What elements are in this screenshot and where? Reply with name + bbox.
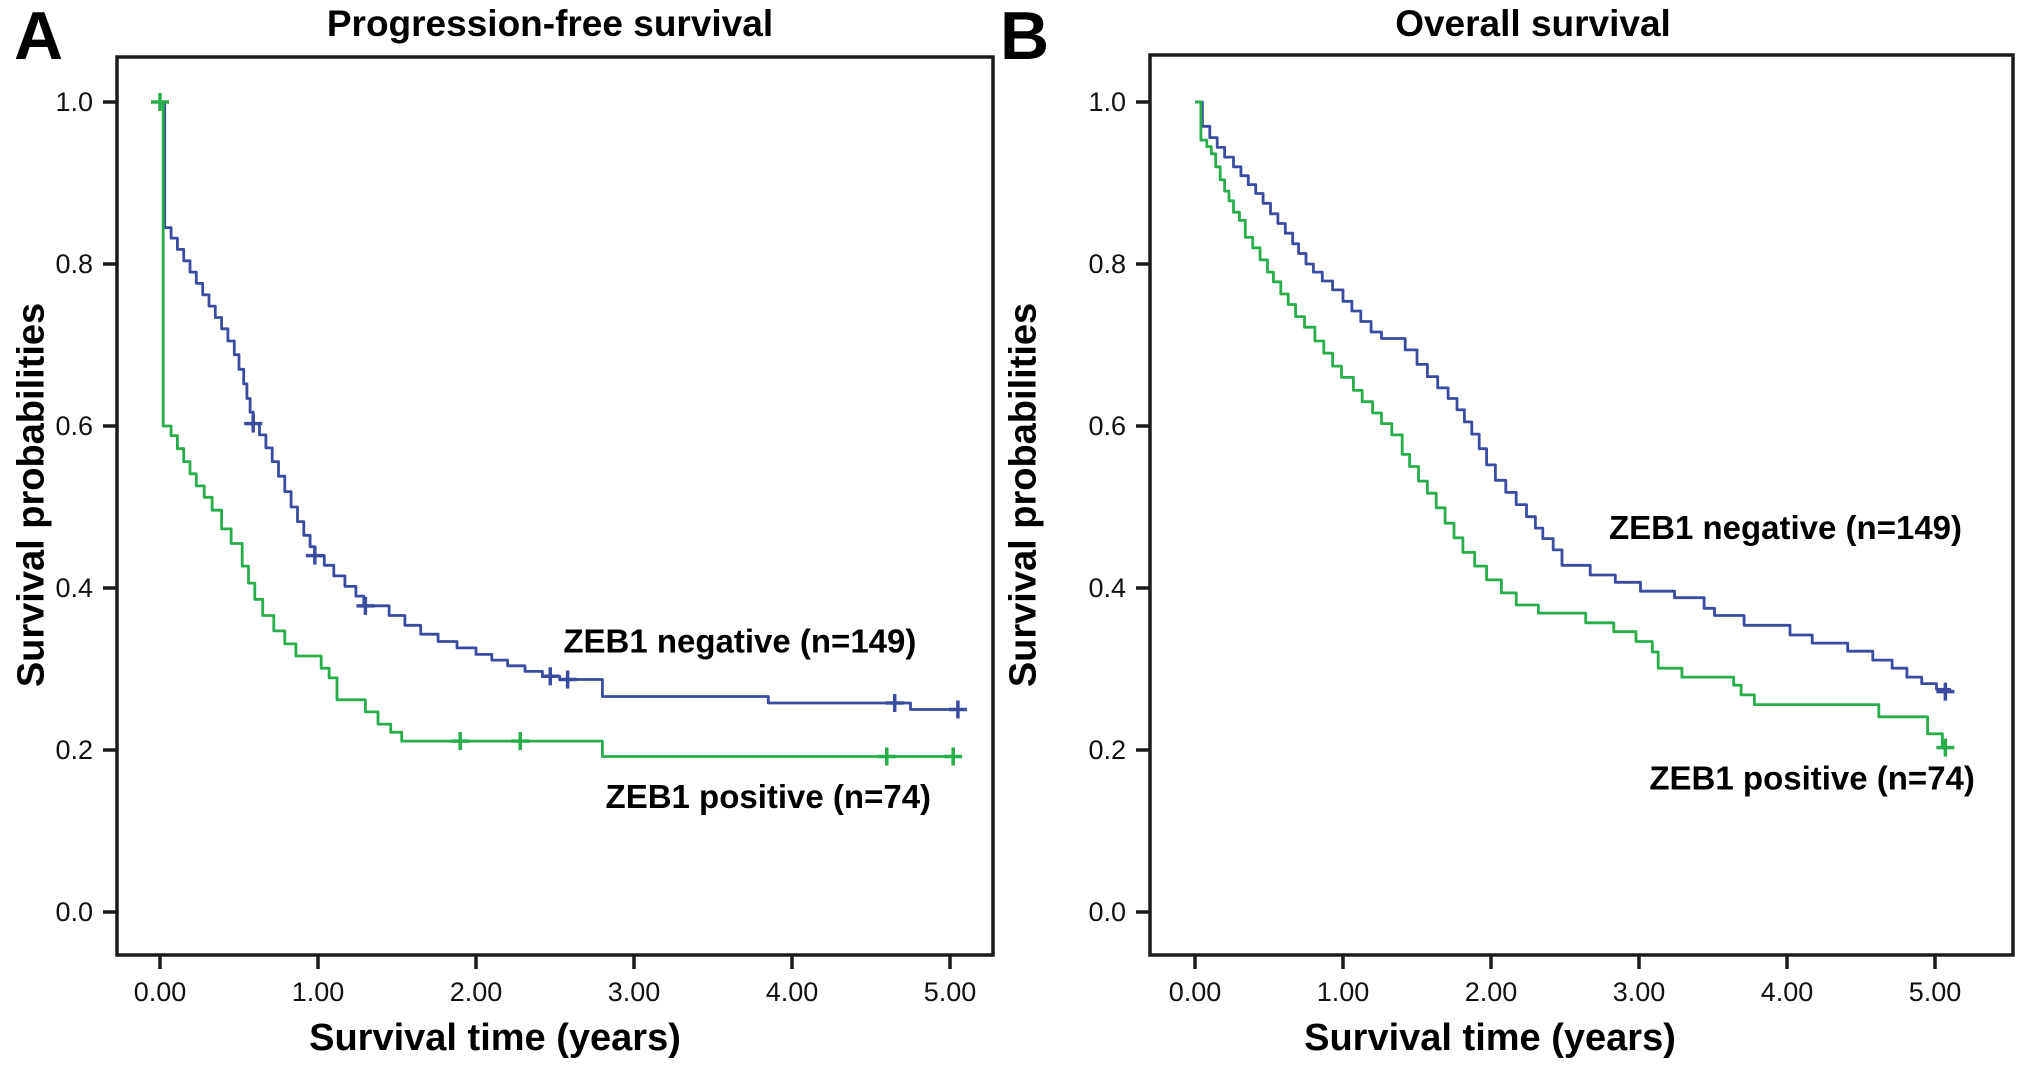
y-tick-label: 0.4 bbox=[1088, 573, 1126, 603]
panel-b-title: Overall survival bbox=[1395, 3, 1671, 44]
panel-a-letter: A bbox=[14, 0, 64, 74]
km-curve-zeb1-negative bbox=[160, 100, 963, 711]
censor-marks-zeb1-positive bbox=[1936, 738, 1955, 757]
x-tick-label: 4.00 bbox=[766, 977, 819, 1007]
x-tick-label: 1.00 bbox=[1317, 977, 1370, 1007]
y-tick-label: 1.0 bbox=[1088, 87, 1126, 117]
y-tick-label: 0.8 bbox=[1088, 249, 1126, 279]
censor-marks-zeb1-negative bbox=[244, 414, 967, 719]
plot-box bbox=[1148, 53, 2015, 957]
censor-marks-zeb1-negative bbox=[1936, 682, 1955, 701]
panel-b-xaxis-label: Survival time (years) bbox=[1304, 1017, 1676, 1059]
panel-a-yaxis-label: Survival probabilities bbox=[10, 302, 53, 688]
km-curve-zeb1-positive bbox=[1195, 100, 1950, 749]
plot-box bbox=[115, 55, 995, 957]
legend-label-zeb1-negative: ZEB1 negative (n=149) bbox=[1609, 509, 1962, 546]
y-tick-label: 0.6 bbox=[1088, 411, 1126, 441]
panel-a-xaxis-label: Survival time (years) bbox=[309, 1017, 681, 1059]
km-panel-a: 0.00 1.00 2.00 3.00 4.00 5.00 0.0 0.2 0.4 0.6 0.8 1… bbox=[55, 55, 995, 1007]
panel-a-title: Progression-free survival bbox=[326, 3, 774, 44]
km-curve-zeb1-negative bbox=[1195, 100, 1952, 692]
y-tick-label: 0.4 bbox=[55, 573, 93, 603]
censor-marks-zeb1-positive bbox=[151, 93, 963, 766]
y-tick-label: 0.2 bbox=[1088, 735, 1126, 765]
x-tick-label: 3.00 bbox=[1613, 977, 1666, 1007]
panel-b-yaxis-label: Survival probabilities bbox=[1002, 302, 1045, 688]
x-tick-label: 1.00 bbox=[292, 977, 345, 1007]
y-tick-label: 0.0 bbox=[55, 897, 93, 927]
y-tick-label: 0.8 bbox=[55, 249, 93, 279]
x-tick-label: 4.00 bbox=[1761, 977, 1814, 1007]
x-tick-label: 5.00 bbox=[1909, 977, 1962, 1007]
panel-b-letter: B bbox=[1000, 0, 1050, 74]
x-tick-label: 0.00 bbox=[1169, 977, 1222, 1007]
km-panel-b: 0.00 1.00 2.00 3.00 4.00 5.00 0.0 0.2 0.4 0.6 0.8 1… bbox=[1088, 53, 2015, 1007]
x-tick-label: 3.00 bbox=[608, 977, 661, 1007]
legend-label-zeb1-negative: ZEB1 negative (n=149) bbox=[563, 622, 916, 659]
km-curve-zeb1-positive bbox=[160, 100, 958, 758]
x-tick-label: 0.00 bbox=[134, 977, 187, 1007]
y-tick-label: 1.0 bbox=[55, 87, 93, 117]
x-tick-label: 2.00 bbox=[1465, 977, 1518, 1007]
y-tick-label: 0.0 bbox=[1088, 897, 1126, 927]
x-tick-label: 5.00 bbox=[924, 977, 977, 1007]
legend-label-zeb1-positive: ZEB1 positive (n=74) bbox=[606, 778, 932, 815]
y-tick-label: 0.6 bbox=[55, 411, 93, 441]
x-tick-label: 2.00 bbox=[450, 977, 503, 1007]
legend-label-zeb1-positive: ZEB1 positive (n=74) bbox=[1649, 759, 1975, 796]
y-tick-label: 0.2 bbox=[55, 735, 93, 765]
